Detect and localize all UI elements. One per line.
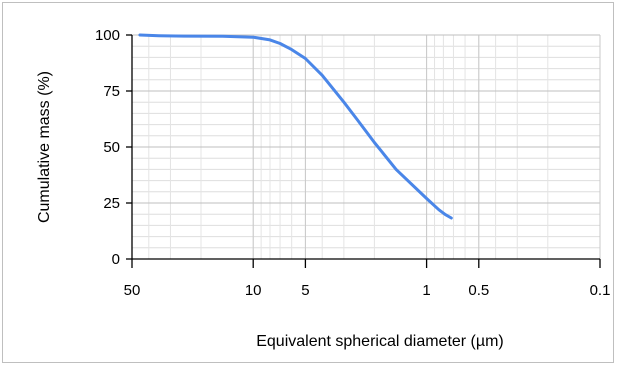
x-tick-label: 0.5: [468, 282, 489, 299]
x-tick-label: 50: [124, 282, 141, 299]
y-tick-label: 75: [103, 83, 120, 100]
x-tick-label: 0.1: [590, 282, 611, 299]
series-line: [138, 33, 453, 220]
y-tick-label: 25: [103, 195, 120, 212]
x-axis-title: Equivalent spherical diameter (µm): [256, 333, 504, 350]
label-layer: 0 25 50 75 100 50 10 5 1 0.5 0.1: [95, 27, 610, 299]
axis-layer: [126, 34, 601, 268]
x-tick-label: 10: [245, 282, 262, 299]
y-tick-label: 50: [103, 139, 120, 156]
y-axis-title: Cumulative mass (%): [36, 71, 53, 223]
series-layer: [138, 33, 453, 220]
y-tick-label: 0: [112, 251, 120, 268]
x-tick-label: 5: [301, 282, 309, 299]
y-tick-label: 100: [95, 27, 120, 44]
grid-layer: [131, 34, 601, 259]
x-tick-label: 1: [422, 282, 430, 299]
